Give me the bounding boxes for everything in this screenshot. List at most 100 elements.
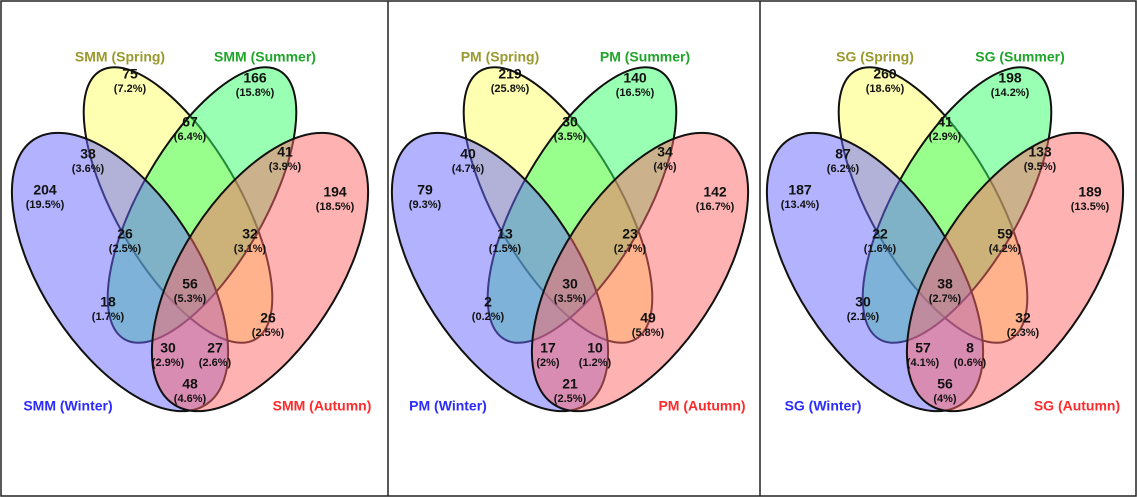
region-percent: (2.9%) bbox=[152, 357, 185, 369]
region-percent: (2.7%) bbox=[614, 243, 647, 255]
set-label: SMM (Winter) bbox=[23, 398, 112, 414]
region-count: 30 bbox=[562, 114, 578, 130]
region-percent: (18.5%) bbox=[316, 201, 355, 213]
region-count: 21 bbox=[562, 376, 578, 392]
region-count: 22 bbox=[872, 226, 888, 242]
region-count: 187 bbox=[788, 182, 812, 198]
region-percent: (2.3%) bbox=[1007, 327, 1040, 339]
region-count: 142 bbox=[703, 184, 727, 200]
region-percent: (19.5%) bbox=[26, 199, 65, 211]
region-percent: (6.4%) bbox=[174, 131, 207, 143]
region-percent: (4.6%) bbox=[174, 393, 207, 405]
region-count: 30 bbox=[160, 340, 176, 356]
region-percent: (4%) bbox=[653, 161, 677, 173]
region-count: 41 bbox=[937, 114, 953, 130]
region-percent: (3.1%) bbox=[234, 243, 267, 255]
region-count: 13 bbox=[497, 226, 513, 242]
region-percent: (4.1%) bbox=[907, 357, 940, 369]
set-label: SMM (Autumn) bbox=[273, 398, 372, 414]
region-percent: (1.7%) bbox=[92, 311, 125, 323]
region-percent: (15.8%) bbox=[236, 87, 275, 99]
region-count: 38 bbox=[80, 146, 96, 162]
region-percent: (2.5%) bbox=[109, 243, 142, 255]
region-count: 59 bbox=[997, 226, 1013, 242]
set-label: PM (Spring) bbox=[461, 49, 540, 65]
region-count: 49 bbox=[640, 310, 656, 326]
region-count: 34 bbox=[657, 144, 673, 160]
region-percent: (4.2%) bbox=[989, 243, 1022, 255]
region-count: 18 bbox=[100, 294, 116, 310]
region-percent: (2.6%) bbox=[199, 357, 232, 369]
region-percent: (13.5%) bbox=[1071, 201, 1110, 213]
region-count: 56 bbox=[182, 276, 198, 292]
region-count: 30 bbox=[562, 276, 578, 292]
set-ellipse bbox=[530, 131, 750, 413]
region-percent: (1.5%) bbox=[489, 243, 522, 255]
region-count: 140 bbox=[623, 70, 647, 86]
region-percent: (14.2%) bbox=[991, 87, 1030, 99]
region-percent: (1.6%) bbox=[864, 243, 897, 255]
region-percent: (1.2%) bbox=[579, 357, 612, 369]
region-percent: (18.6%) bbox=[866, 83, 905, 95]
region-count: 67 bbox=[182, 114, 198, 130]
set-label: SMM (Spring) bbox=[75, 49, 165, 65]
region-count: 189 bbox=[1078, 184, 1102, 200]
region-percent: (2.1%) bbox=[847, 311, 880, 323]
region-percent: (3.5%) bbox=[554, 293, 587, 305]
region-percent: (5.3%) bbox=[174, 293, 207, 305]
region-percent: (2.5%) bbox=[252, 327, 285, 339]
region-count: 260 bbox=[873, 66, 897, 82]
region-percent: (7.2%) bbox=[114, 83, 147, 95]
region-percent: (9.5%) bbox=[1024, 161, 1057, 173]
region-count: 2 bbox=[484, 294, 492, 310]
set-ellipse bbox=[905, 131, 1125, 413]
region-count: 23 bbox=[622, 226, 638, 242]
set-label: PM (Summer) bbox=[600, 49, 690, 65]
set-label: SG (Autumn) bbox=[1034, 398, 1120, 414]
region-count: 32 bbox=[242, 226, 258, 242]
set-ellipse bbox=[150, 131, 370, 413]
region-percent: (5.8%) bbox=[632, 327, 665, 339]
set-label: SG (Summer) bbox=[975, 49, 1064, 65]
region-count: 32 bbox=[1015, 310, 1031, 326]
region-count: 133 bbox=[1028, 144, 1052, 160]
region-percent: (2%) bbox=[536, 357, 560, 369]
region-count: 56 bbox=[937, 376, 953, 392]
set-label: PM (Winter) bbox=[409, 398, 487, 414]
region-count: 26 bbox=[260, 310, 276, 326]
set-label: SG (Winter) bbox=[785, 398, 862, 414]
region-count: 57 bbox=[915, 340, 931, 356]
region-count: 204 bbox=[33, 182, 57, 198]
set-label: PM (Autumn) bbox=[658, 398, 745, 414]
venn-panel: SG (Spring) SG (Summer) SG (Winter) SG (Aut… bbox=[765, 49, 1125, 414]
region-count: 27 bbox=[207, 340, 223, 356]
region-percent: (25.8%) bbox=[491, 83, 530, 95]
region-count: 17 bbox=[540, 340, 556, 356]
region-percent: (3.5%) bbox=[554, 131, 587, 143]
region-count: 79 bbox=[417, 182, 433, 198]
region-count: 48 bbox=[182, 376, 198, 392]
region-percent: (4.7%) bbox=[452, 163, 485, 175]
region-count: 40 bbox=[460, 146, 476, 162]
set-label: SG (Spring) bbox=[836, 49, 914, 65]
region-percent: (3.6%) bbox=[72, 163, 105, 175]
region-percent: (2.7%) bbox=[929, 293, 962, 305]
region-percent: (4%) bbox=[933, 393, 957, 405]
venn-panel: PM (Spring) PM (Summer) PM (Winter) PM (Aut… bbox=[390, 49, 750, 414]
region-count: 87 bbox=[835, 146, 851, 162]
region-percent: (0.2%) bbox=[472, 311, 505, 323]
region-count: 26 bbox=[117, 226, 133, 242]
region-count: 166 bbox=[243, 70, 267, 86]
region-percent: (9.3%) bbox=[409, 199, 442, 211]
region-count: 219 bbox=[498, 66, 522, 82]
set-label: SMM (Summer) bbox=[214, 49, 316, 65]
region-count: 198 bbox=[998, 70, 1022, 86]
region-percent: (13.4%) bbox=[781, 199, 820, 211]
region-percent: (6.2%) bbox=[827, 163, 860, 175]
region-count: 38 bbox=[937, 276, 953, 292]
region-percent: (16.5%) bbox=[616, 87, 655, 99]
region-percent: (0.6%) bbox=[954, 357, 987, 369]
region-count: 10 bbox=[587, 340, 603, 356]
